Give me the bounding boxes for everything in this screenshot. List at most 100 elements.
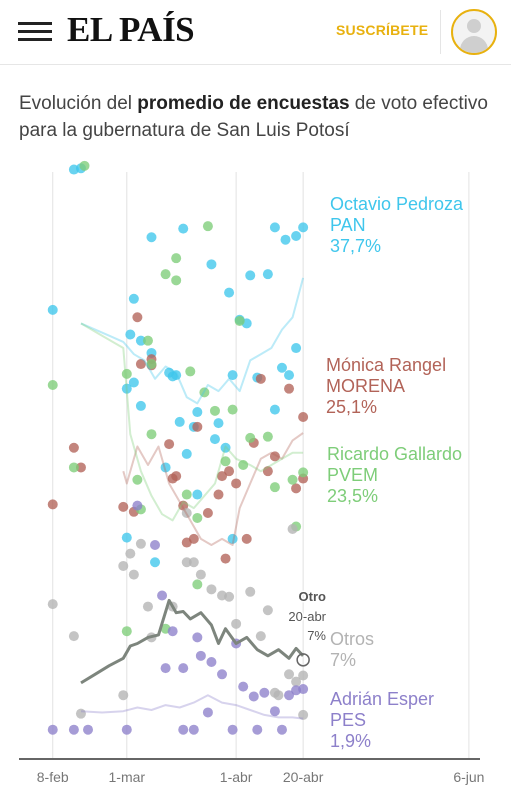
data-point bbox=[157, 590, 168, 601]
data-point bbox=[181, 508, 192, 519]
series-label: 1,9% bbox=[330, 731, 371, 751]
data-point bbox=[298, 411, 309, 422]
data-point bbox=[213, 418, 224, 429]
data-point bbox=[284, 370, 295, 381]
data-point bbox=[245, 432, 256, 443]
data-point bbox=[284, 383, 295, 394]
polls-chart: 8-feb 1-mar 1-abr 20-abr 6-jun Octavio Pedroz… bbox=[19, 160, 484, 785]
trend-line bbox=[80, 322, 304, 522]
data-point bbox=[224, 591, 235, 602]
data-point bbox=[181, 557, 192, 568]
data-point bbox=[213, 489, 224, 500]
data-point bbox=[206, 259, 217, 270]
series-label: 7% bbox=[330, 650, 356, 670]
data-point bbox=[142, 335, 153, 346]
data-point bbox=[188, 724, 199, 735]
data-point bbox=[284, 690, 295, 701]
headline-prefix: Evolución del bbox=[19, 93, 138, 114]
annotation-text: Otro bbox=[299, 589, 327, 604]
data-point bbox=[135, 400, 146, 411]
data-point bbox=[284, 669, 295, 680]
data-point bbox=[135, 335, 146, 346]
series-label: PAN bbox=[330, 215, 366, 235]
data-point bbox=[199, 387, 210, 398]
data-point bbox=[231, 478, 242, 489]
data-point bbox=[245, 586, 256, 597]
x-tick-label: 6-jun bbox=[453, 769, 484, 785]
el-pais-logo[interactable]: EL PAÍS bbox=[67, 10, 195, 49]
data-point bbox=[227, 404, 238, 415]
data-point bbox=[171, 471, 182, 482]
data-point bbox=[128, 293, 139, 304]
data-point bbox=[269, 222, 280, 233]
data-point bbox=[206, 584, 217, 595]
chart-headline: Evolución del promedio de encuestas de v… bbox=[19, 90, 494, 144]
trend-line bbox=[122, 432, 304, 546]
data-point bbox=[217, 669, 228, 680]
data-point bbox=[150, 540, 161, 551]
data-point bbox=[269, 482, 280, 493]
x-tick-label: 1-abr bbox=[220, 769, 253, 785]
series-label: Ricardo Gallardo bbox=[327, 444, 462, 464]
user-avatar-icon[interactable] bbox=[451, 9, 497, 55]
data-point bbox=[164, 439, 175, 450]
data-point bbox=[47, 724, 58, 735]
data-point bbox=[150, 557, 161, 568]
data-point bbox=[47, 304, 58, 315]
data-point bbox=[238, 681, 249, 692]
site-header: EL PAÍS SUSCRÍBETE bbox=[0, 0, 511, 65]
data-point bbox=[276, 724, 287, 735]
data-point bbox=[135, 359, 146, 370]
data-point bbox=[298, 709, 309, 720]
data-point bbox=[259, 687, 270, 698]
data-point bbox=[231, 618, 242, 629]
data-point bbox=[83, 724, 94, 735]
annotation-text: 20-abr bbox=[288, 609, 326, 624]
data-point bbox=[248, 691, 259, 702]
data-point bbox=[68, 442, 79, 453]
data-point bbox=[178, 724, 189, 735]
data-point bbox=[192, 421, 203, 432]
data-point bbox=[188, 533, 199, 544]
data-point bbox=[174, 416, 185, 427]
data-point bbox=[118, 690, 129, 701]
data-point bbox=[181, 489, 192, 500]
data-point bbox=[298, 222, 309, 233]
x-tick-label: 1-mar bbox=[109, 769, 146, 785]
annotation-marker bbox=[296, 653, 310, 667]
data-point bbox=[128, 569, 139, 580]
data-point bbox=[121, 368, 132, 379]
trend-line bbox=[80, 694, 304, 720]
data-point bbox=[255, 373, 266, 384]
data-point bbox=[178, 663, 189, 674]
data-point bbox=[255, 631, 266, 642]
data-point bbox=[252, 724, 263, 735]
data-point bbox=[79, 160, 90, 171]
data-point bbox=[167, 371, 178, 382]
data-point bbox=[181, 448, 192, 459]
x-tick-label: 8-feb bbox=[37, 769, 69, 785]
hamburger-menu-icon[interactable] bbox=[18, 20, 52, 42]
data-point bbox=[220, 456, 231, 467]
data-point bbox=[273, 690, 284, 701]
data-point bbox=[135, 538, 146, 549]
data-point bbox=[128, 377, 139, 388]
data-point bbox=[291, 343, 302, 354]
x-tick-label: 20-abr bbox=[283, 769, 324, 785]
data-point bbox=[188, 557, 199, 568]
data-point bbox=[125, 548, 136, 559]
subscribe-button[interactable]: SUSCRÍBETE bbox=[336, 22, 429, 38]
data-point bbox=[121, 724, 132, 735]
data-point bbox=[291, 483, 302, 494]
data-point bbox=[75, 708, 86, 719]
series-label: Otros bbox=[330, 629, 374, 649]
data-point bbox=[224, 466, 235, 477]
data-point bbox=[220, 553, 231, 564]
data-point bbox=[167, 626, 178, 637]
data-point bbox=[125, 329, 136, 340]
data-point bbox=[224, 287, 235, 298]
data-point bbox=[68, 631, 79, 642]
data-point bbox=[121, 383, 132, 394]
data-point bbox=[227, 370, 238, 381]
data-point bbox=[118, 560, 129, 571]
